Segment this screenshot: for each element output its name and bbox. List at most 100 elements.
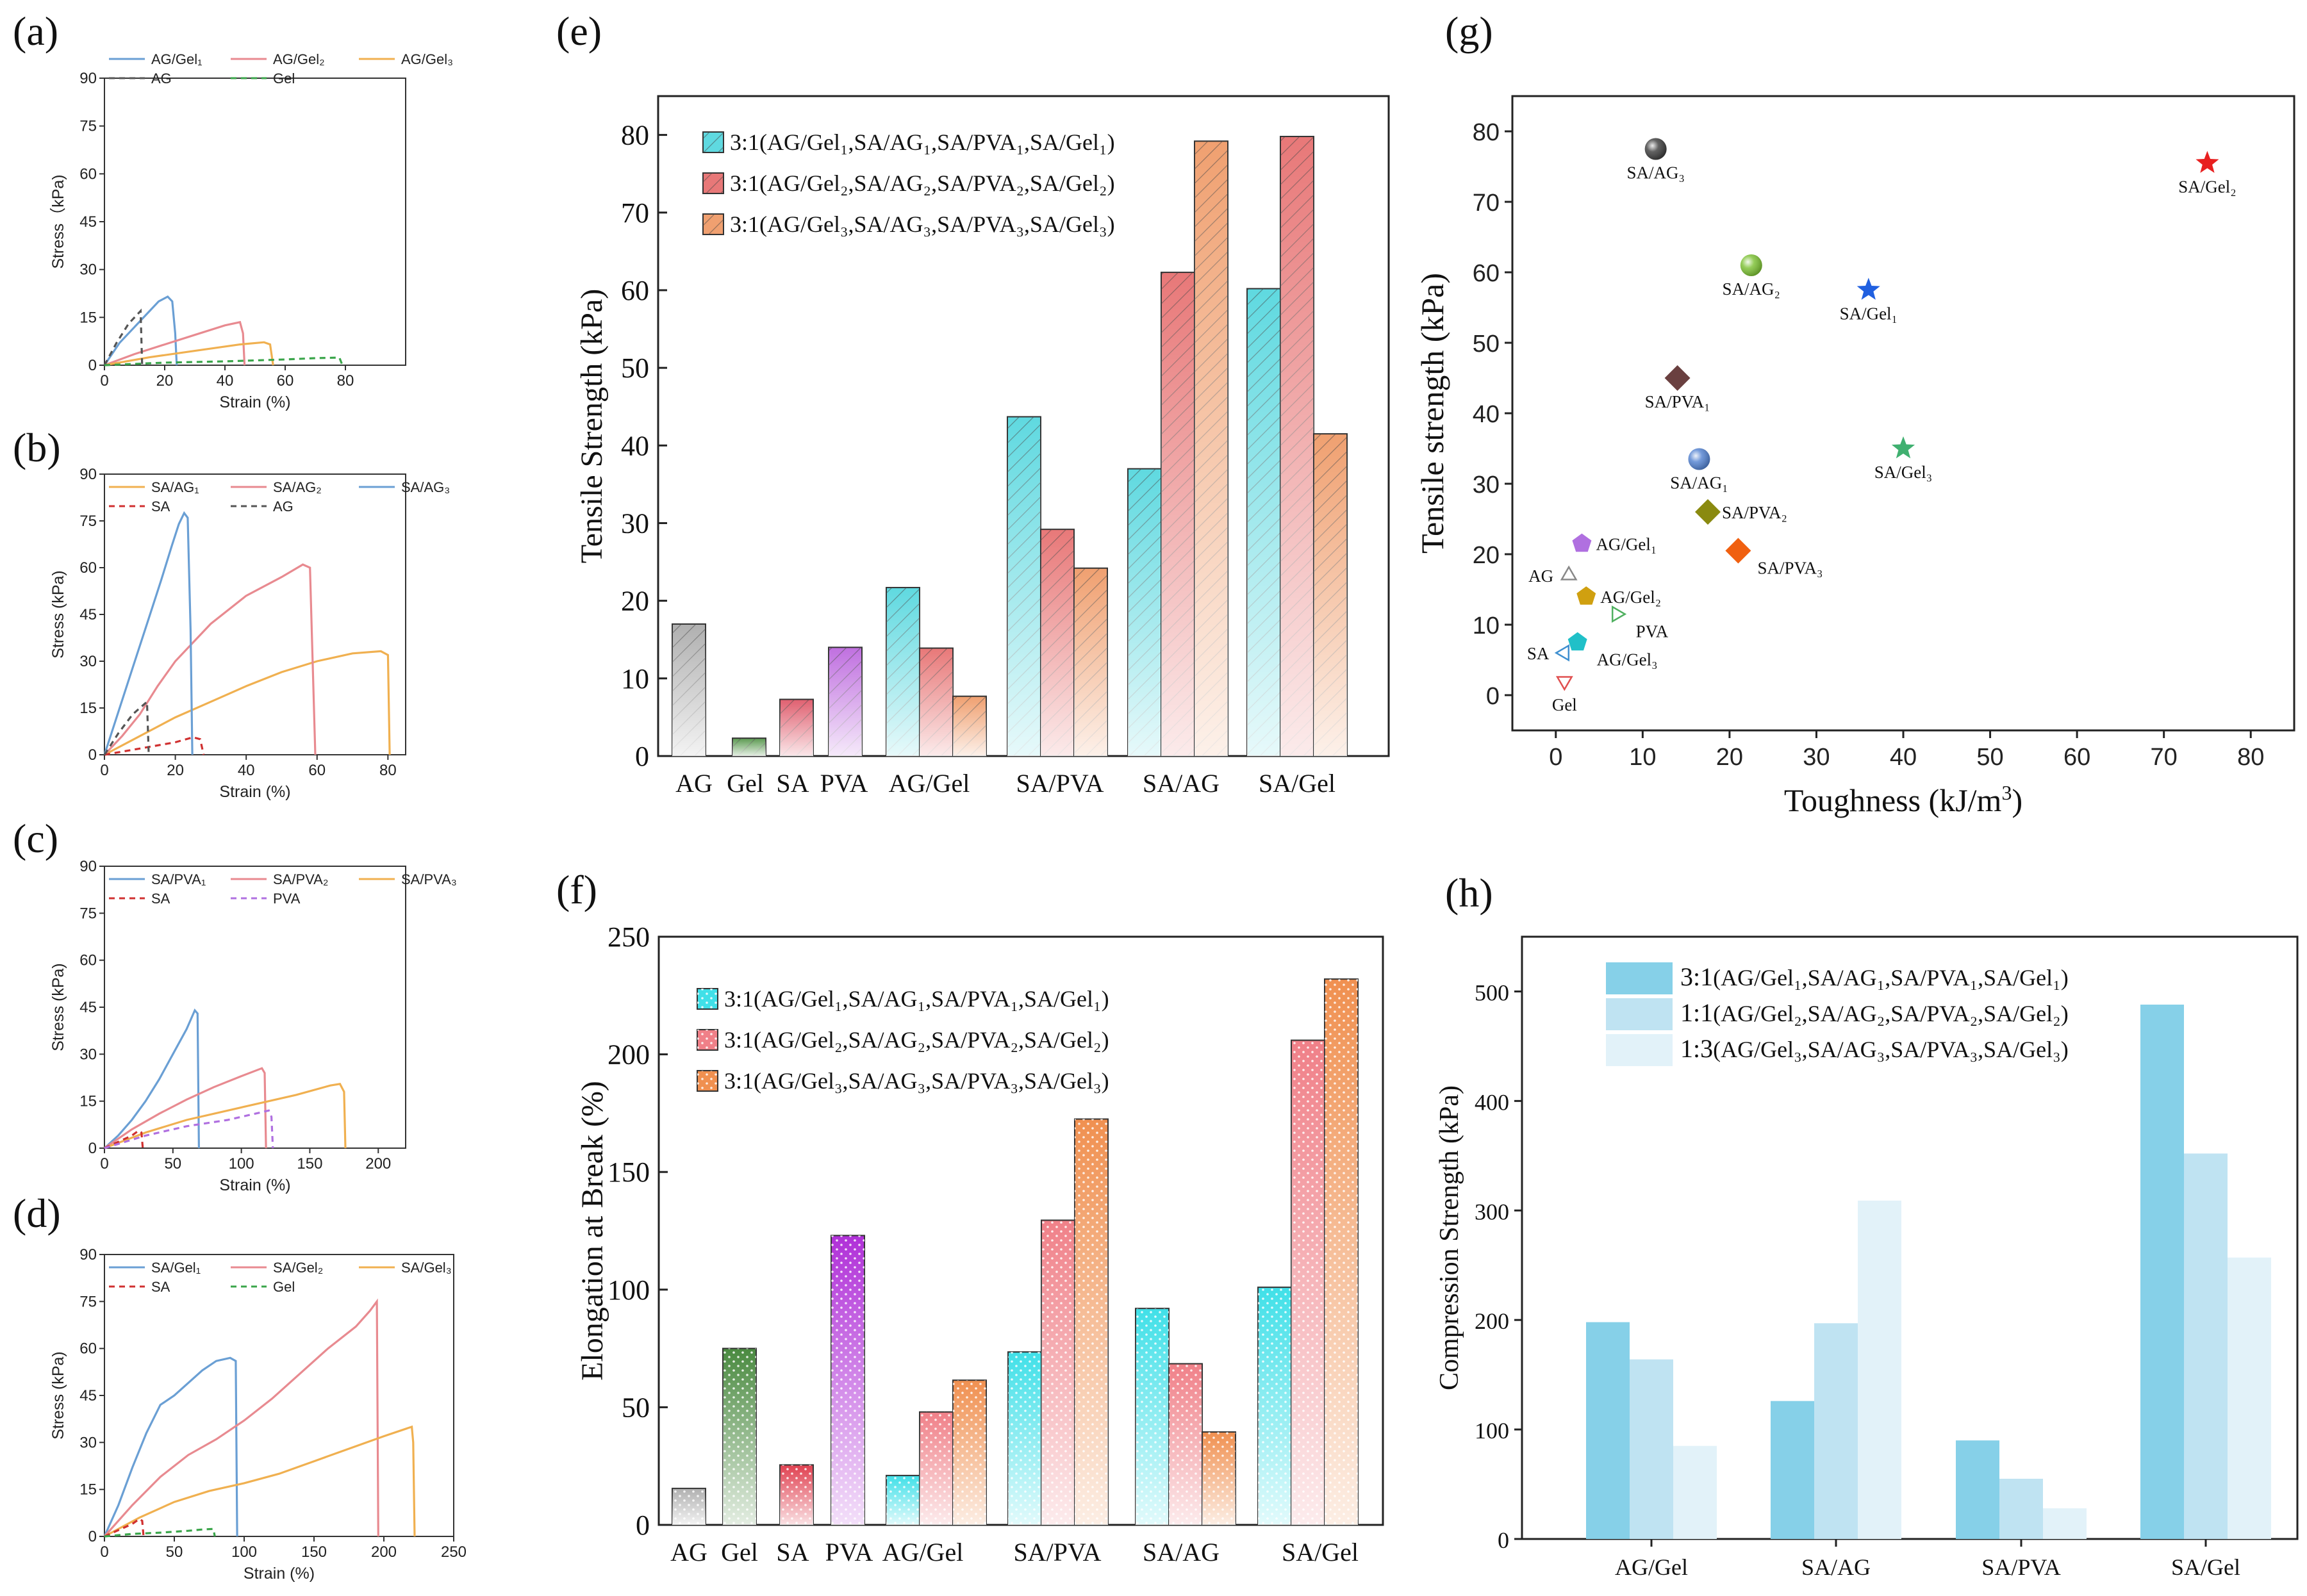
bar-fade	[1075, 1119, 1108, 1525]
plot-frame	[104, 1254, 454, 1537]
x-category-label: SA/AG	[1143, 1538, 1220, 1567]
x-category-label: AG	[675, 769, 713, 798]
series-line-3	[104, 1517, 145, 1538]
x-tick-label: 0	[1549, 744, 1562, 771]
legend-label: 3:1(AG/Gel₁,SA/AG₁,SA/PVA₁,SA/Gel₁)	[730, 129, 1115, 155]
legend-label: SA/PVA₃	[401, 871, 457, 887]
legend-detail: (AG/Gel₂,SA/AG₂,SA/PVA₂,SA/Gel₂)	[1713, 1001, 2069, 1026]
chart-a: 0 15 30 45 60 75 90 0 20 40 60 80 Strain (%) Stress（k…	[49, 51, 453, 411]
point-label: SA/PVA₃	[1757, 559, 1823, 578]
bar-1-3-1	[1858, 1200, 1901, 1539]
legend-label: SA/PVA₁	[151, 871, 206, 887]
y-tick-label: 30	[79, 1046, 97, 1063]
point-sapva	[1695, 499, 1721, 525]
legend-swatch	[1606, 962, 1673, 994]
legend-label: 3:1(AG/Gel₃,SA/AG₃,SA/PVA₃,SA/Gel₃)	[730, 211, 1115, 237]
bar-fade	[953, 1380, 986, 1525]
bar-fade	[1008, 1352, 1041, 1525]
y-tick-label: 40	[621, 430, 649, 461]
legend-label: 3:1(AG/Gel₁,SA/AG₁,SA/PVA₁,SA/Gel₁)	[1680, 962, 2069, 991]
y-tick-label: 15	[79, 700, 97, 717]
point-label: AG/Gel₁	[1596, 535, 1657, 554]
bar-fade	[1258, 1287, 1291, 1525]
legend-label: PVA	[273, 891, 301, 907]
legend-label: SA	[151, 498, 170, 514]
series-line-1	[104, 320, 246, 366]
x-tick-label: 0	[100, 1543, 108, 1561]
series-line-1	[103, 563, 317, 756]
bar-1-1-0	[1630, 1359, 1673, 1539]
x-category-label: SA	[776, 1538, 809, 1567]
point-ag	[1560, 565, 1578, 580]
x-tick-label: 0	[100, 762, 108, 779]
y-tick-label: 50	[1473, 331, 1500, 358]
point-aggel	[1575, 584, 1598, 606]
x-tick-label: 60	[2063, 744, 2090, 771]
y-tick-label: 60	[621, 275, 649, 306]
plot-frame	[1511, 95, 2295, 732]
point-sa	[1554, 644, 1570, 662]
legend-swatch	[1606, 1034, 1673, 1066]
x-tick-label: 70	[2151, 744, 2178, 771]
series-line-3	[104, 1129, 144, 1149]
legend-swatch-texture	[697, 989, 718, 1009]
y-tick-label: 200	[1475, 1308, 1509, 1334]
x-tick-label: 80	[337, 372, 354, 390]
chart-f: 0 50 100 150 200 250 Elongation at Break (%) AG…	[575, 921, 1384, 1567]
y-tick-label: 100	[608, 1274, 650, 1306]
legend-label: SA/AG₁	[151, 479, 199, 495]
legend-label: 3:1(AG/Gel₁,SA/AG₁,SA/PVA₁,SA/Gel₁)	[724, 986, 1109, 1012]
y-tick-label: 45	[79, 606, 97, 623]
x-category-label: AG	[670, 1538, 707, 1567]
x-tick-label: 50	[166, 1543, 183, 1561]
x-tick-label: 40	[1890, 744, 1917, 771]
panel-label: (e)	[556, 8, 602, 54]
point-sapva	[1725, 538, 1751, 564]
y-tick-label: 0	[1486, 683, 1500, 710]
bar-fade	[1136, 1308, 1169, 1525]
y-tick-label: 50	[622, 1392, 650, 1423]
chart-b: 0 15 30 45 60 75 90 0 20 40 60 80 Strain (%) Stress (…	[49, 466, 450, 801]
bar-fade	[1291, 1040, 1325, 1525]
bar-fade	[1161, 272, 1195, 757]
bar-fade	[1247, 288, 1280, 756]
bar-fade	[886, 1475, 920, 1525]
series-line-0	[103, 1008, 200, 1149]
legend-label: Gel	[273, 70, 295, 86]
y-tick-label: 75	[79, 905, 97, 922]
legend-label: SA	[151, 891, 170, 907]
y-tick-label: 60	[79, 559, 97, 577]
bar-fade	[1325, 979, 1358, 1525]
y-tick-label: 30	[79, 1434, 97, 1451]
x-category-label: PVA	[825, 1538, 873, 1567]
x-category-label: PVA	[820, 769, 868, 798]
point-pva	[1611, 605, 1627, 623]
point-shine	[1740, 254, 1762, 276]
legend-ratio: 3:1	[1680, 962, 1713, 991]
y-tick-label: 80	[621, 120, 649, 151]
x-category-label: AG/Gel	[1615, 1554, 1688, 1580]
legend-label: 1:1(AG/Gel₂,SA/AG₂,SA/PVA₂,SA/Gel₂)	[1680, 998, 2069, 1027]
bar-fade	[1280, 136, 1314, 756]
y-tick-label: 90	[79, 1246, 97, 1263]
series-line-4	[104, 1527, 216, 1538]
plot-frame	[1521, 935, 2299, 1540]
y-tick-label: 200	[608, 1039, 650, 1071]
y-axis-label: Stress（kPa)	[49, 174, 67, 268]
y-tick-label: 15	[79, 1093, 97, 1110]
x-axis-label-end: )	[2012, 782, 2022, 818]
y-tick-label: 0	[88, 357, 97, 374]
x-tick-label: 20	[1716, 744, 1743, 771]
legend-swatch	[1606, 998, 1673, 1030]
plot-frame	[104, 78, 406, 366]
bar-fade	[886, 588, 920, 756]
x-tick-label: 60	[277, 372, 294, 390]
point-label: SA/Gel₁	[1840, 304, 1898, 324]
y-tick-label: 90	[79, 466, 97, 483]
x-tick-label: 100	[229, 1155, 254, 1172]
legend-label: SA/Gel₂	[273, 1260, 323, 1276]
legend-detail: (AG/Gel₃,SA/AG₃,SA/PVA₃,SA/Gel₃)	[1713, 1037, 2069, 1062]
series-line-0	[104, 650, 391, 756]
point-shine	[1688, 448, 1710, 470]
point-label: Gel	[1552, 695, 1577, 714]
